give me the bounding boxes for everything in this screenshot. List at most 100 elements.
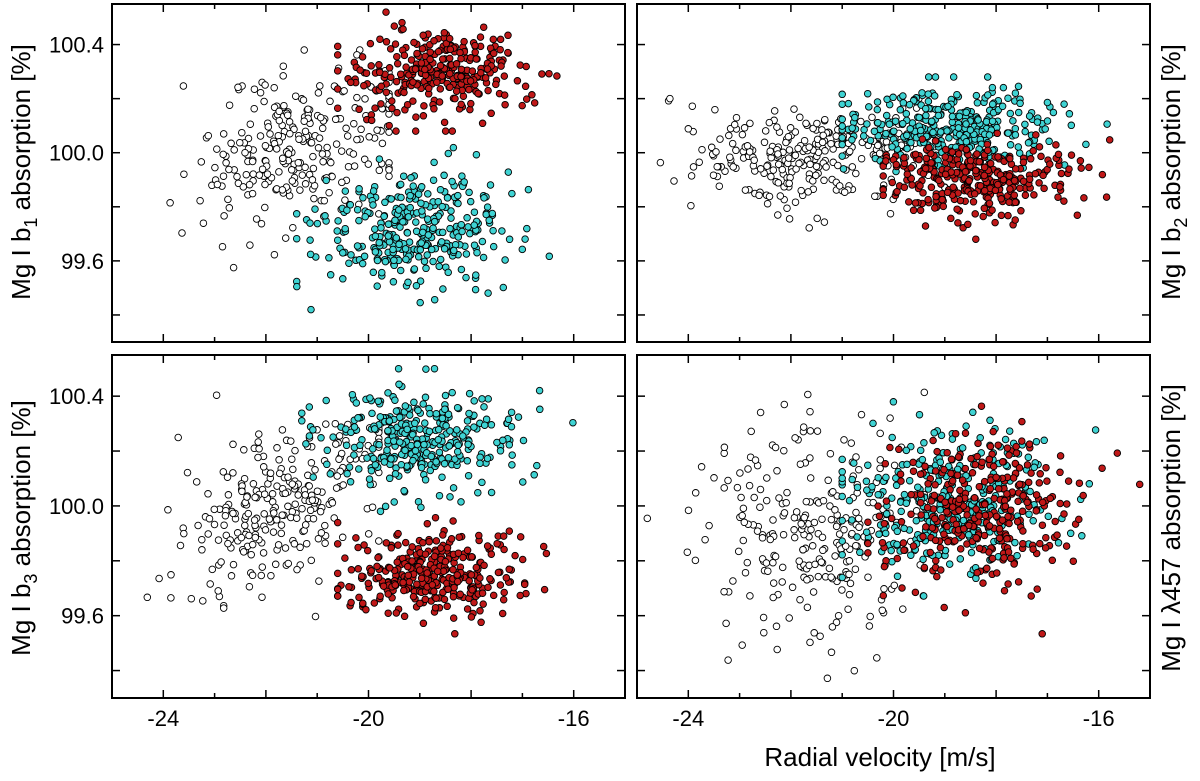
data-point (480, 403, 488, 411)
data-point (444, 410, 453, 419)
data-point (274, 541, 283, 549)
data-point (1005, 198, 1013, 206)
data-point (438, 55, 447, 63)
data-point (445, 34, 454, 43)
data-point (864, 539, 872, 548)
data-point (909, 542, 918, 550)
data-point (900, 524, 908, 533)
data-point (313, 487, 322, 495)
data-point (385, 121, 393, 130)
data-point (505, 235, 514, 244)
data-point (454, 199, 462, 208)
data-point (882, 510, 891, 518)
data-point (438, 414, 447, 423)
data-point (986, 484, 995, 493)
data-point (438, 473, 446, 481)
data-point (1005, 427, 1014, 435)
series-red (333, 8, 561, 135)
data-point (409, 97, 417, 105)
data-point (958, 476, 967, 484)
data-point (762, 559, 771, 567)
data-point (476, 607, 484, 615)
data-point (436, 61, 445, 70)
data-point (893, 527, 902, 536)
data-point (824, 476, 832, 485)
data-point (838, 152, 846, 160)
data-point (334, 217, 342, 225)
data-point (421, 476, 430, 484)
data-point (420, 102, 428, 110)
data-point (750, 493, 758, 502)
data-point (765, 192, 774, 201)
data-point (728, 139, 737, 148)
data-point (518, 245, 527, 254)
data-point (346, 201, 355, 209)
data-point (941, 153, 949, 161)
data-point (167, 594, 175, 602)
data-point (484, 289, 492, 297)
data-point (915, 155, 923, 164)
data-point (935, 176, 943, 185)
data-point (670, 177, 678, 185)
data-point (1003, 535, 1011, 543)
data-point (275, 456, 283, 464)
data-point (994, 441, 1002, 449)
data-point (489, 226, 497, 235)
data-point (343, 132, 352, 140)
data-point (291, 500, 299, 508)
data-point (376, 507, 385, 516)
data-point (979, 212, 987, 221)
data-point (874, 141, 882, 150)
data-point (176, 541, 185, 550)
data-point (774, 150, 782, 158)
data-point (907, 164, 915, 172)
data-point (479, 600, 487, 608)
data-point (729, 577, 737, 585)
data-point (778, 165, 787, 174)
data-point (406, 191, 414, 200)
data-point (396, 70, 405, 78)
y-axis-title-b1: Mg I b1 absorption [%] (6, 44, 41, 300)
data-point (259, 463, 268, 471)
data-point (973, 452, 981, 461)
data-point (483, 65, 492, 73)
data-point (1021, 120, 1029, 129)
data-point (333, 67, 342, 75)
data-point (504, 31, 512, 40)
data-point (322, 396, 330, 405)
data-point (898, 584, 906, 592)
data-point (889, 93, 897, 102)
data-point (975, 482, 984, 491)
data-point (449, 484, 458, 492)
data-point (1065, 110, 1074, 118)
data-point (1003, 444, 1012, 452)
data-point (457, 100, 465, 109)
data-point (1029, 147, 1037, 155)
data-point (417, 503, 425, 512)
data-point (922, 523, 930, 531)
data-point (412, 281, 421, 290)
data-point (880, 585, 888, 593)
data-point (756, 503, 764, 511)
data-point (265, 515, 274, 523)
data-point (791, 151, 800, 160)
data-point (791, 434, 799, 442)
data-point (808, 542, 817, 550)
data-point (391, 396, 399, 404)
data-point (362, 605, 370, 614)
data-point (951, 537, 959, 545)
data-point (364, 530, 373, 538)
data-point (478, 237, 487, 246)
data-point (1016, 99, 1024, 108)
data-point (844, 99, 853, 108)
data-point (358, 572, 366, 580)
data-point (387, 455, 395, 463)
data-point (1004, 580, 1012, 588)
data-point (972, 534, 980, 542)
data-point (401, 245, 410, 253)
data-point (980, 477, 989, 486)
data-point (810, 518, 819, 527)
data-point (449, 592, 458, 601)
data-point (853, 533, 861, 541)
data-point (838, 140, 846, 149)
